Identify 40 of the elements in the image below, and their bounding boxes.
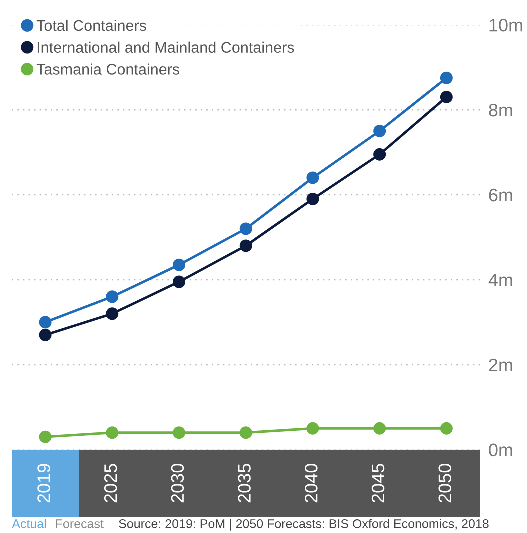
legend-label: Tasmania Containers	[36, 64, 180, 75]
point	[106, 290, 119, 304]
point	[106, 308, 119, 320]
point	[374, 422, 386, 435]
x-tick-label: 2045	[372, 464, 385, 503]
source-note: Source: 2019: PoM | 2050 Forecasts: BIS Oxford Economics, 2018	[119, 519, 489, 531]
point	[306, 192, 320, 206]
point	[39, 430, 52, 444]
point	[374, 148, 386, 161]
y-tick-label: 10m	[490, 18, 522, 32]
y-tick-label: 0m	[489, 444, 512, 457]
point	[106, 426, 119, 440]
x-tick-label: 2040	[305, 464, 318, 503]
y-tick-label: 4m	[488, 274, 512, 286]
point	[39, 328, 52, 342]
x-tick-label: 2035	[238, 464, 251, 503]
y-tick-label: 8m	[489, 104, 512, 117]
text: Actual	[12, 519, 46, 528]
point	[374, 125, 386, 138]
point	[440, 422, 453, 435]
x-tick-label: 2030	[171, 464, 184, 503]
point	[173, 426, 186, 440]
text: Forecast	[56, 520, 104, 528]
legend-label: International and Mainland Containers	[38, 42, 294, 54]
point	[240, 240, 252, 252]
point	[240, 222, 252, 236]
point	[173, 276, 186, 288]
point	[306, 422, 320, 435]
point	[440, 91, 453, 104]
x-tick-label: 2019	[38, 464, 50, 503]
point	[240, 426, 252, 440]
y-tick-label: 6m	[489, 188, 512, 202]
point	[306, 172, 320, 184]
point	[440, 72, 453, 84]
point	[39, 316, 52, 329]
y-tick-label: 2m	[489, 358, 512, 372]
legend-label: Total Containers	[36, 20, 146, 32]
x-tick-label: 2025	[104, 464, 118, 503]
point	[173, 258, 186, 272]
x-tick-label: 2050	[438, 464, 452, 503]
